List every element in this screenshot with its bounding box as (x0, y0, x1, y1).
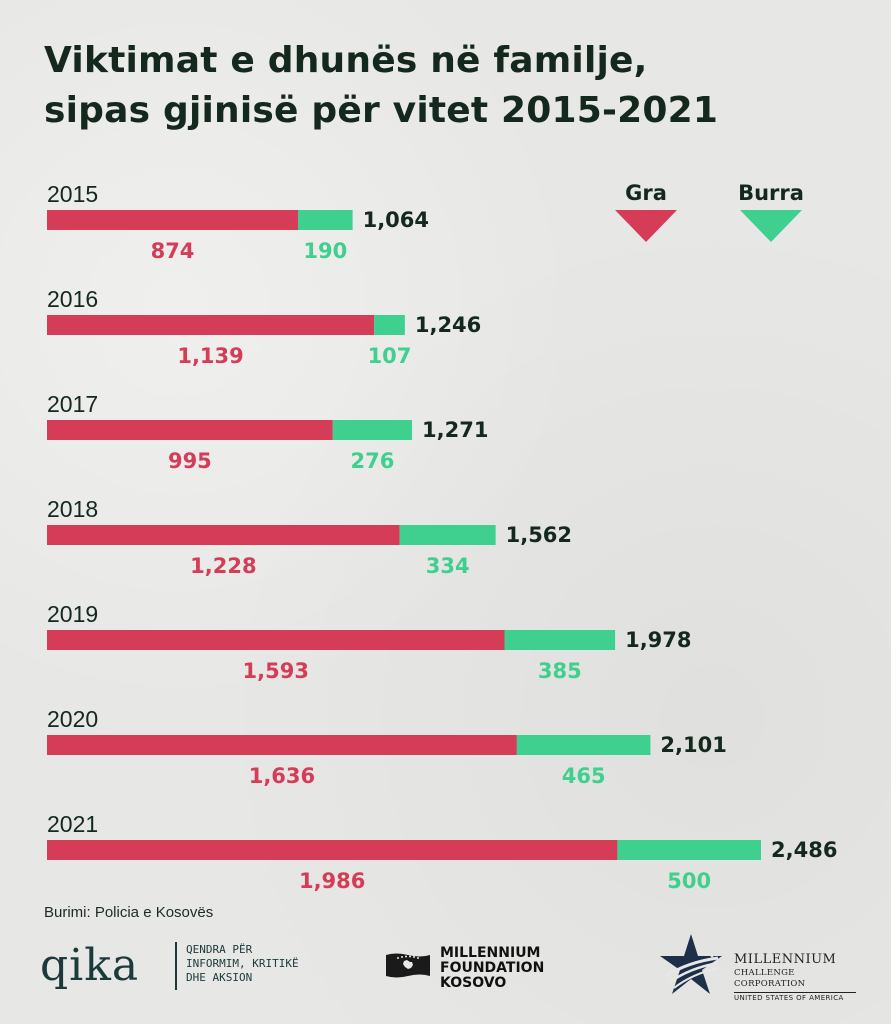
year-label: 2015 (47, 181, 98, 207)
year-row-2015: 2015 1,064 874 190 (47, 181, 429, 263)
mcc-line-3: UNITED STATES OF AMERICA (734, 994, 844, 1002)
bar-men (374, 315, 405, 335)
bar-men (298, 210, 353, 230)
men-value-label: 334 (426, 554, 470, 578)
year-label: 2016 (47, 286, 98, 312)
total-label: 1,562 (506, 523, 572, 547)
total-label: 1,246 (415, 313, 481, 337)
year-row-2019: 2019 1,978 1,593 385 (47, 601, 692, 683)
mcc-logo: MILLENNIUM CHALLENGE CORPORATION UNITED … (656, 932, 856, 1002)
mfk-logo: MILLENNIUM FOUNDATION KOSOVO (384, 946, 584, 994)
year-row-2020: 2020 2,101 1,636 465 (47, 706, 727, 788)
women-value-label: 1,228 (190, 554, 256, 578)
mcc-line-2: CHALLENGE CORPORATION (734, 968, 856, 993)
qika-logo: qika QENDRA PËR INFORMIM, KRITIKË DHE AK… (40, 938, 360, 998)
bar-men (399, 525, 496, 545)
legend-triangle-icon (615, 210, 677, 242)
bar-women (47, 630, 505, 650)
women-value-label: 1,986 (299, 869, 365, 893)
men-value-label: 385 (538, 659, 582, 683)
bar-women (47, 735, 517, 755)
legend-triangle-icon (740, 210, 802, 242)
women-value-label: 1,593 (243, 659, 309, 683)
source-note: Burimi: Policia e Kosovës (44, 904, 214, 921)
men-value-label: 107 (368, 344, 412, 368)
total-label: 1,271 (422, 418, 488, 442)
bar-men (332, 420, 413, 440)
year-label: 2021 (47, 811, 98, 837)
qika-wordmark: qika (40, 940, 140, 991)
total-label: 1,978 (625, 628, 691, 652)
year-label: 2020 (47, 706, 98, 732)
mcc-line-1: MILLENNIUM (734, 952, 837, 967)
bar-men (504, 630, 616, 650)
legend-item-burra: Burra (738, 181, 804, 242)
bar-men (516, 735, 651, 755)
qika-tagline: QENDRA PËR INFORMIM, KRITIKË DHE AKSION (186, 943, 299, 984)
total-label: 1,064 (363, 208, 429, 232)
chart-rows: 2015 1,064 874 190 2016 1,246 1,139 107 2017 1,27… (47, 181, 837, 893)
kosovo-flag-icon (386, 953, 430, 978)
men-value-label: 500 (667, 869, 711, 893)
legend-label: Burra (738, 181, 804, 205)
year-row-2018: 2018 1,562 1,228 334 (47, 496, 572, 578)
bar-men (617, 840, 761, 860)
women-value-label: 995 (168, 449, 212, 473)
men-value-label: 276 (350, 449, 394, 473)
bar-women (47, 420, 333, 440)
year-label: 2019 (47, 601, 98, 627)
bar-women (47, 210, 299, 230)
year-row-2016: 2016 1,246 1,139 107 (47, 286, 481, 368)
year-label: 2018 (47, 496, 98, 522)
mcc-wordmark: MILLENNIUM CHALLENGE CORPORATION UNITED … (734, 952, 856, 1003)
women-value-label: 1,636 (249, 764, 315, 788)
stacked-bar-chart: Gra Burra 2015 1,064 874 190 2016 1,246 1,139 10… (47, 181, 837, 893)
bar-women (47, 840, 618, 860)
year-row-2021: 2021 2,486 1,986 500 (47, 811, 837, 893)
star-icon (660, 934, 722, 994)
legend: Gra Burra (615, 181, 804, 242)
total-label: 2,486 (771, 838, 837, 862)
women-value-label: 1,139 (177, 344, 243, 368)
men-value-label: 465 (562, 764, 606, 788)
mfk-wordmark: MILLENNIUM FOUNDATION KOSOVO (440, 945, 545, 991)
legend-label: Gra (625, 181, 667, 205)
women-value-label: 874 (151, 239, 195, 263)
bar-women (47, 315, 375, 335)
men-value-label: 190 (303, 239, 347, 263)
chart-title: Viktimat e dhunës në familje, sipas gjin… (44, 36, 864, 136)
chart-title-line-1: Viktimat e dhunës në familje, (44, 40, 648, 81)
qika-divider (175, 942, 177, 990)
chart-title-line-2: sipas gjinisë për vitet 2015-2021 (44, 90, 719, 131)
legend-item-gra: Gra (615, 181, 677, 242)
year-row-2017: 2017 1,271 995 276 (47, 391, 488, 473)
total-label: 2,101 (660, 733, 726, 757)
bar-women (47, 525, 400, 545)
year-label: 2017 (47, 391, 98, 417)
